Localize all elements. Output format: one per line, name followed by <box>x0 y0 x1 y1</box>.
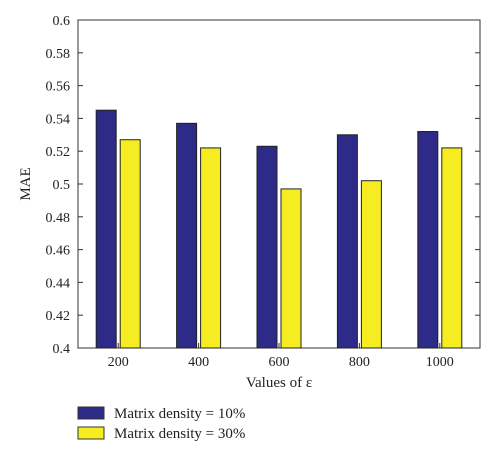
x-tick-label: 1000 <box>426 355 454 370</box>
bar-series-2-800 <box>360 180 382 349</box>
bar-series-1-1000 <box>417 131 439 349</box>
y-tick-label: 0.5 <box>53 178 71 193</box>
bar-series-1-200 <box>95 109 117 349</box>
legend-label-series-1: Matrix density = 10% <box>114 406 245 422</box>
x-tick-label: 400 <box>188 355 209 370</box>
legend-label-series-2: Matrix density = 30% <box>114 426 245 442</box>
y-tick-label: 0.58 <box>46 47 71 62</box>
y-tick-label: 0.4 <box>53 342 71 357</box>
y-tick-label: 0.52 <box>46 145 71 160</box>
y-tick-label: 0.6 <box>53 14 71 29</box>
legend: Matrix density = 10% Matrix density = 30… <box>77 406 245 442</box>
y-tick-label: 0.42 <box>46 309 71 324</box>
bar-series-2-1000 <box>441 147 463 349</box>
y-axis-title: MAE <box>18 167 34 200</box>
x-tick-label: 800 <box>349 355 370 370</box>
x-axis: 200 400 600 800 1000 <box>108 343 454 370</box>
bars <box>95 109 463 349</box>
x-axis-title: Values of ε <box>246 375 312 391</box>
bar-series-1-800 <box>336 134 358 349</box>
bar-series-2-600 <box>280 188 302 349</box>
bar-series-2-200 <box>119 139 141 349</box>
y-tick-label: 0.56 <box>46 80 71 95</box>
bar-series-1-600 <box>256 145 278 349</box>
plot-area <box>77 19 481 349</box>
y-tick-label: 0.54 <box>46 112 71 127</box>
bar-series-1-400 <box>176 122 198 349</box>
bar-series-2-400 <box>200 147 222 349</box>
y-tick-label: 0.48 <box>46 211 71 226</box>
x-tick-label: 600 <box>269 355 290 370</box>
legend-swatch-series-2 <box>77 426 105 440</box>
y-tick-label: 0.44 <box>46 276 71 291</box>
y-tick-label: 0.46 <box>46 244 71 259</box>
legend-swatch-series-1 <box>77 406 105 420</box>
x-tick-label: 200 <box>108 355 129 370</box>
y-axis: 0.4 0.42 0.44 0.46 0.48 0.5 0.52 0.54 0.56 0.58 0.… <box>46 14 480 357</box>
